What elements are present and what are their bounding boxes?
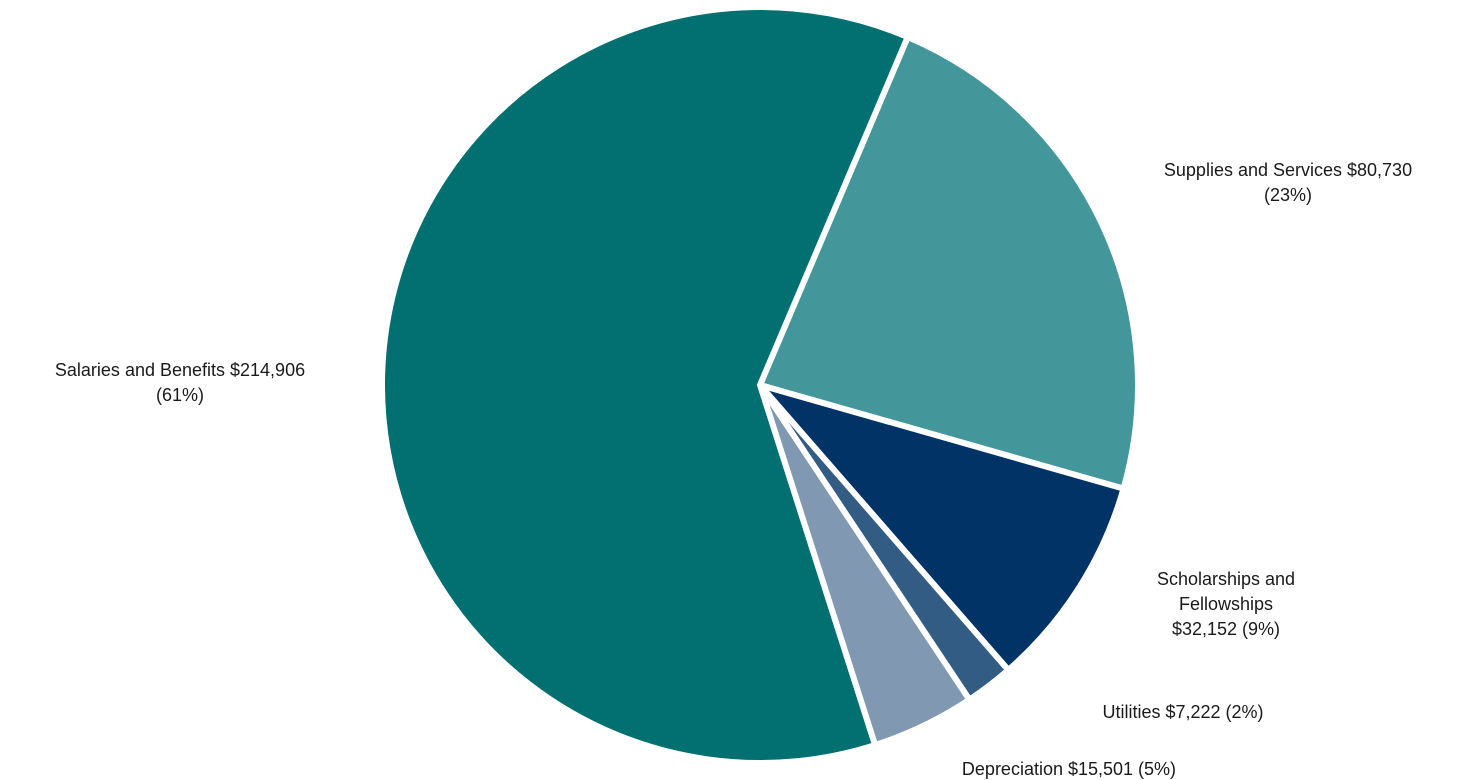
slice-label-line: Salaries and Benefits $214,906 <box>55 360 305 380</box>
slice-label-scholarships-and-fellowships: Scholarships and Fellowships $32,152 (9%) <box>1157 569 1295 639</box>
slice-label-depreciation: Depreciation $15,501 (5%) <box>962 759 1176 779</box>
pie-slice-supplies-and-services <box>755 33 1141 493</box>
slice-label-line: Scholarships and <box>1157 569 1295 589</box>
slice-label-line: Depreciation $15,501 (5%) <box>962 759 1176 779</box>
slice-label-salaries-and-benefits: Salaries and Benefits $214,906 (61%) <box>55 360 305 405</box>
slice-label-line: Supplies and Services $80,730 <box>1164 160 1412 180</box>
slice-label-line: (23%) <box>1264 185 1312 205</box>
pie-slices <box>379 4 1141 766</box>
slice-label-line: (61%) <box>156 385 204 405</box>
slice-label-utilities: Utilities $7,222 (2%) <box>1102 702 1263 722</box>
pie-labels: Supplies and Services $80,730 (23%) Schola… <box>55 160 1412 779</box>
slice-label-supplies-and-services: Supplies and Services $80,730 (23%) <box>1164 160 1412 205</box>
slice-label-line: Fellowships <box>1179 594 1273 614</box>
slice-label-line: Utilities $7,222 (2%) <box>1102 702 1263 722</box>
pie-slice-scholarships-and-fellowships <box>751 379 1128 675</box>
pie-slice-salaries-and-benefits <box>379 4 912 766</box>
slice-label-line: $32,152 (9%) <box>1172 619 1280 639</box>
